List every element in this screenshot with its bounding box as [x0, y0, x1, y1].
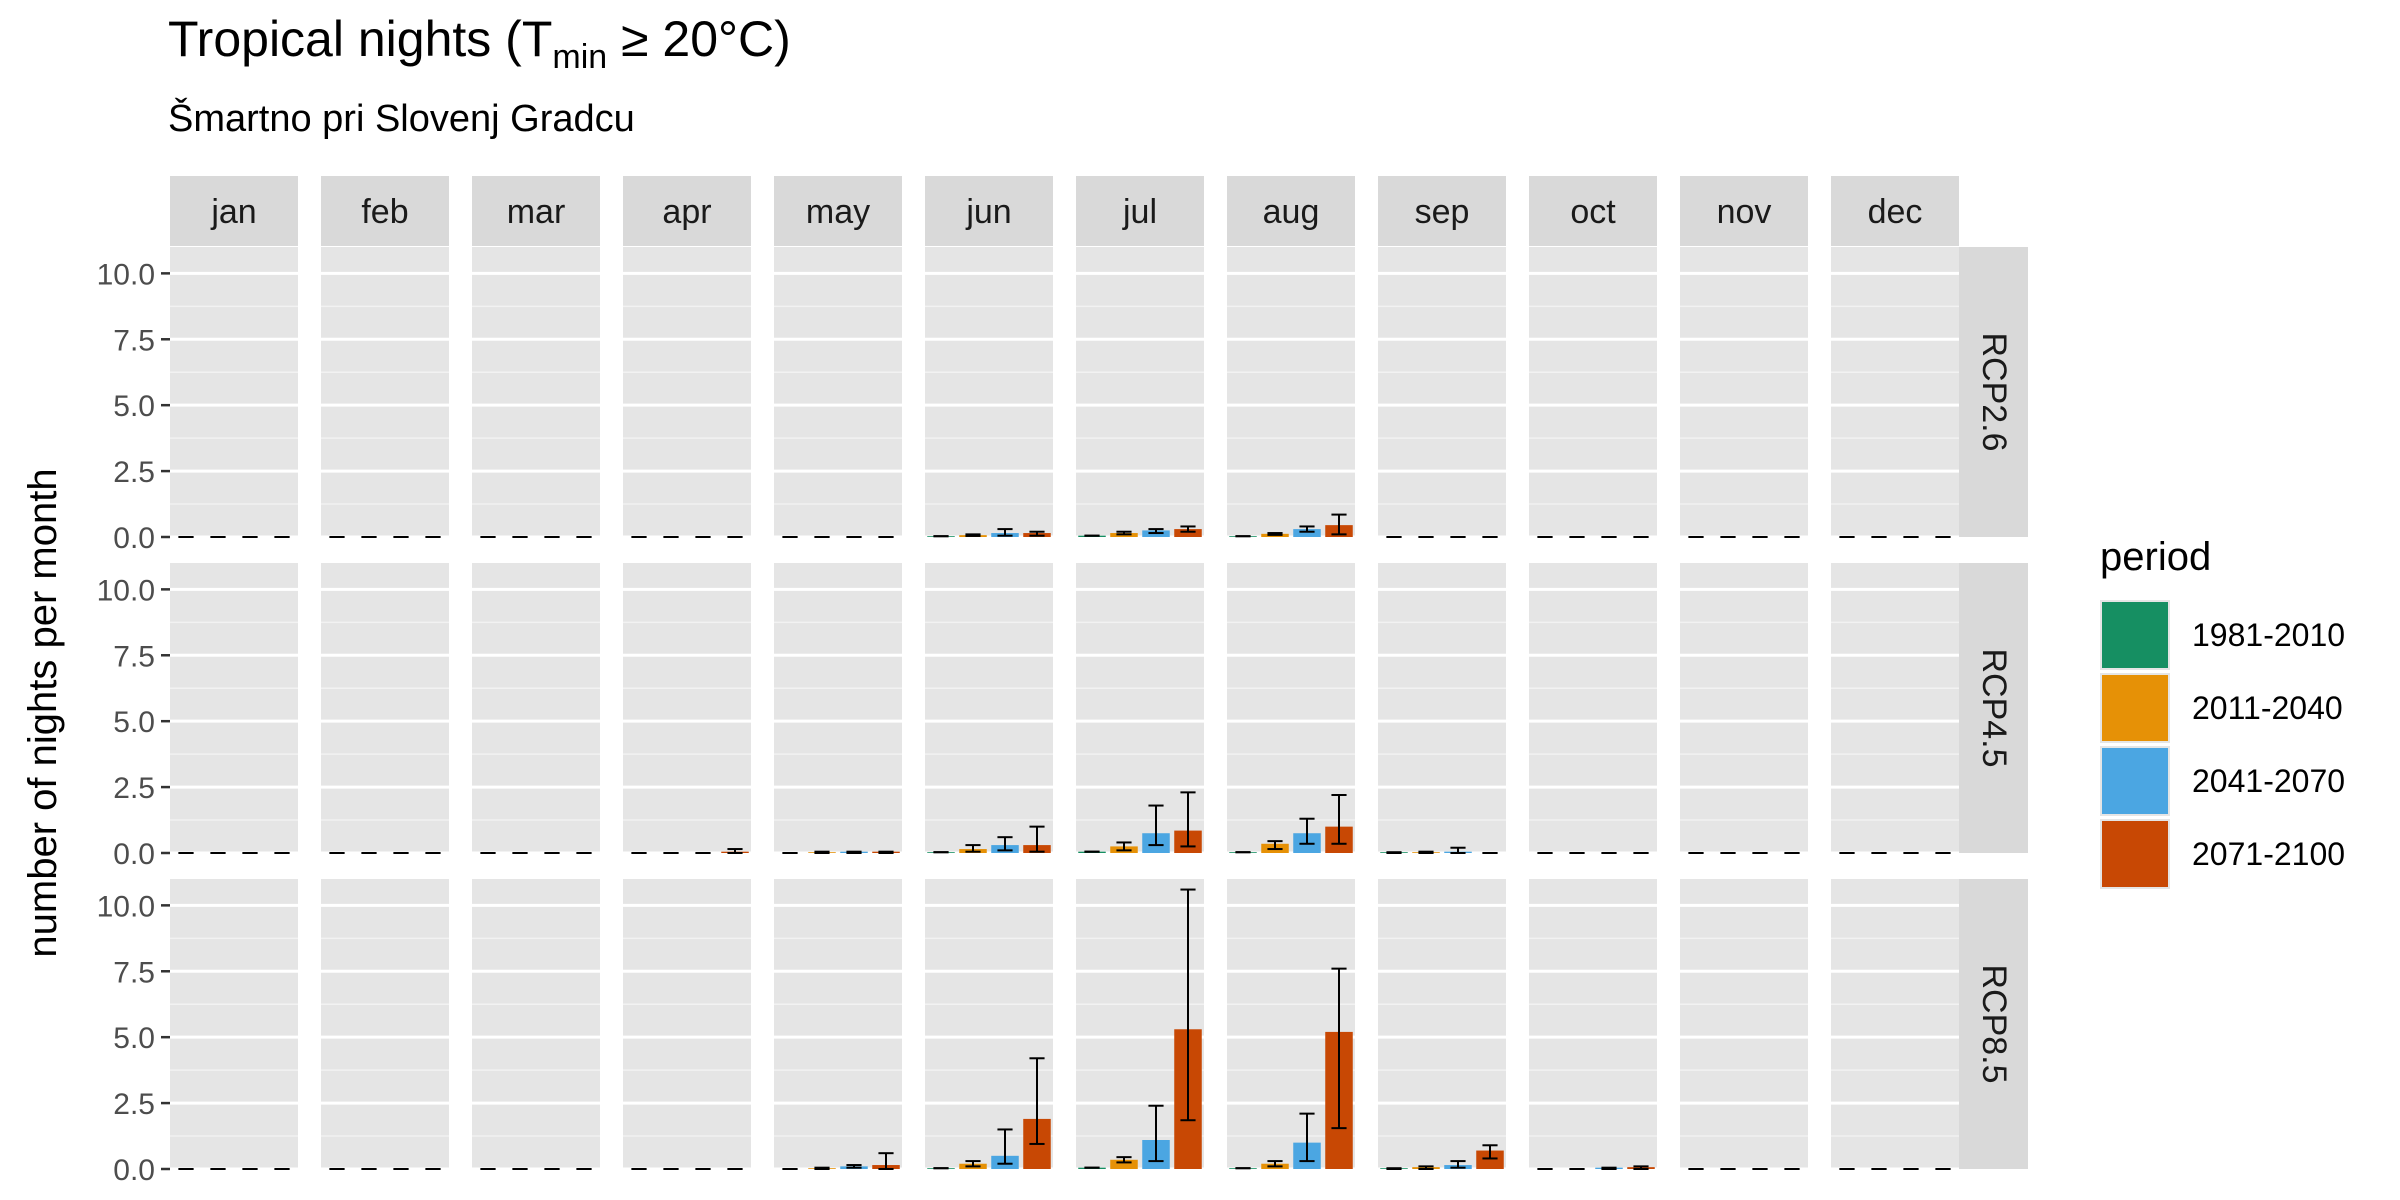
y-tick-label: 2.5: [113, 772, 155, 805]
legend-label-2041-2070: 2041-2070: [2192, 763, 2345, 799]
panel-bg: [1529, 247, 1657, 537]
panel-bg: [1076, 563, 1204, 853]
bar-sep-2071-2100: [1476, 1150, 1504, 1169]
month-label-may: may: [806, 193, 870, 231]
month-label-jun: jun: [965, 193, 1011, 231]
month-label-sep: sep: [1415, 193, 1470, 231]
panel-bg: [1680, 563, 1808, 853]
panel-bg: [1831, 879, 1959, 1169]
month-strip-jun: [925, 176, 1053, 246]
y-tick-label: 10.0: [97, 574, 155, 607]
legend-label-2011-2040: 2011-2040: [2192, 690, 2343, 726]
chart-title-subscript: min: [552, 38, 608, 76]
month-strip-sep: [1378, 176, 1506, 246]
y-tick-label: 0.0: [113, 522, 155, 555]
month-strip-feb: [321, 176, 449, 246]
month-label-feb: feb: [361, 193, 408, 231]
month-label-dec: dec: [1868, 193, 1923, 231]
panel-bg: [1378, 563, 1506, 853]
bar-aug-2041-2070: [1293, 529, 1321, 537]
panel-bg: [1227, 563, 1355, 853]
y-tick-label: 0.0: [113, 1154, 155, 1187]
legend-swatch-2011-2040: [2102, 675, 2168, 741]
chart-title-prefix: Tropical nights (T: [168, 11, 553, 67]
bar-jul-2011-2040: [1110, 1159, 1138, 1169]
y-tick-label: 10.0: [97, 890, 155, 923]
legend-title: period: [2100, 535, 2211, 579]
panel-bg: [472, 563, 600, 853]
month-label-oct: oct: [1570, 193, 1616, 231]
panel-bg: [170, 247, 298, 537]
month-strip-nov: [1680, 176, 1808, 246]
panel-bg: [1831, 247, 1959, 537]
panel-bg: [1529, 879, 1657, 1169]
month-strip-aug: [1227, 176, 1355, 246]
panel-bg: [321, 879, 449, 1169]
panel-bg: [170, 879, 298, 1169]
panel-bg: [321, 563, 449, 853]
panel-bg: [774, 563, 902, 853]
chart-title: Tropical nights (Tmin ≥ 20°C): [168, 10, 791, 76]
month-label-jul: jul: [1122, 193, 1157, 231]
panel-bg: [1680, 879, 1808, 1169]
scenario-label-RCP85: RCP8.5: [1975, 964, 2013, 1083]
month-label-jan: jan: [210, 193, 256, 231]
panel-bg: [472, 247, 600, 537]
panel-bg: [623, 879, 751, 1169]
month-strip-apr: [623, 176, 751, 246]
y-tick-label: 7.5: [113, 640, 155, 673]
y-tick-label: 5.0: [113, 706, 155, 739]
month-label-mar: mar: [507, 193, 566, 231]
month-strip-mar: [472, 176, 600, 246]
scenario-strip-RCP26: [1956, 247, 2028, 537]
legend-swatch-2071-2100: [2102, 821, 2168, 887]
scenario-label-RCP45: RCP4.5: [1975, 648, 2013, 767]
y-tick-label: 10.0: [97, 258, 155, 291]
y-tick-label: 5.0: [113, 1022, 155, 1055]
panel-bg: [623, 247, 751, 537]
legend-swatch-2041-2070: [2102, 748, 2168, 814]
scenario-strip-RCP45: [1956, 563, 2028, 853]
month-strip-dec: [1831, 176, 1959, 246]
panel-bg: [170, 563, 298, 853]
month-label-nov: nov: [1717, 193, 1772, 231]
panel-bg: [1227, 247, 1355, 537]
panel-bg: [1680, 247, 1808, 537]
panel-bg: [472, 879, 600, 1169]
panel-bg: [925, 247, 1053, 537]
legend-label-2071-2100: 2071-2100: [2192, 836, 2345, 872]
panel-bg: [623, 563, 751, 853]
month-strip-oct: [1529, 176, 1657, 246]
panel-bg: [925, 563, 1053, 853]
y-tick-label: 7.5: [113, 324, 155, 357]
month-strip-may: [774, 176, 902, 246]
panel-bg: [1831, 563, 1959, 853]
y-tick-label: 2.5: [113, 1088, 155, 1121]
y-tick-label: 2.5: [113, 456, 155, 489]
chart-title-suffix: ≥ 20°C): [607, 11, 791, 67]
scenario-label-RCP26: RCP2.6: [1975, 332, 2013, 451]
y-tick-label: 5.0: [113, 390, 155, 423]
y-tick-label: 7.5: [113, 956, 155, 989]
panel-bg: [1529, 563, 1657, 853]
panel-bg: [1076, 247, 1204, 537]
panel-bg: [774, 879, 902, 1169]
month-strip-jul: [1076, 176, 1204, 246]
month-strip-jan: [170, 176, 298, 246]
panel-bg: [1378, 247, 1506, 537]
month-label-apr: apr: [662, 193, 711, 231]
panel-bg: [1378, 879, 1506, 1169]
legend-label-1981-2010: 1981-2010: [2192, 617, 2345, 653]
chart-subtitle: Šmartno pri Slovenj Gradcu: [168, 98, 635, 140]
y-axis-title: number of nights per month: [21, 468, 65, 957]
scenario-strip-RCP85: [1956, 879, 2028, 1169]
bar-jul-2071-2100: [1174, 529, 1202, 537]
panel-bg: [321, 247, 449, 537]
month-label-aug: aug: [1263, 193, 1320, 231]
y-tick-label: 0.0: [113, 838, 155, 871]
legend-swatch-1981-2010: [2102, 602, 2168, 668]
panel-bg: [774, 247, 902, 537]
